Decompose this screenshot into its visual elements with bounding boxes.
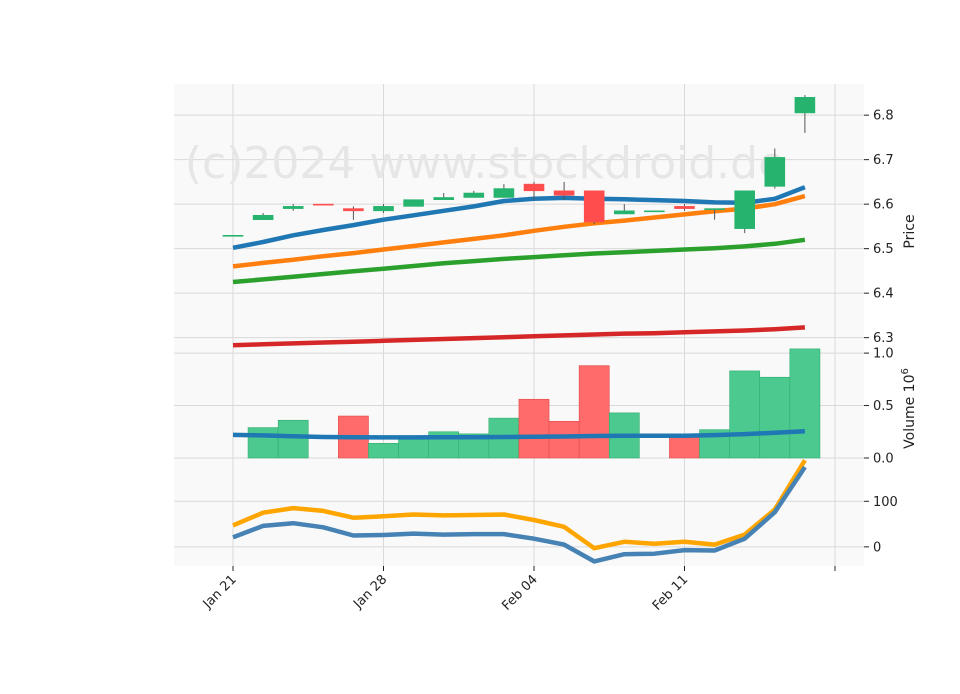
moving-average-line bbox=[232, 193, 806, 269]
oscillator-panel bbox=[174, 458, 864, 566]
volume-bar bbox=[759, 376, 791, 459]
candle-body bbox=[493, 188, 515, 198]
candle-body bbox=[312, 203, 334, 206]
x-tick-label: Jan 21 bbox=[200, 572, 240, 612]
candle-body bbox=[403, 199, 424, 207]
volume-axis-label: Volume 106 bbox=[900, 368, 918, 449]
candle-body bbox=[794, 97, 816, 114]
candle-body bbox=[463, 192, 485, 198]
candle-body bbox=[764, 157, 786, 187]
volume-bar bbox=[247, 427, 279, 459]
volume-bar bbox=[789, 348, 821, 459]
price-moving-averages bbox=[232, 185, 806, 348]
volume-bar bbox=[518, 398, 550, 459]
candle-body bbox=[373, 206, 394, 212]
price-tick-label: 6.7 bbox=[873, 153, 894, 168]
price-axis-label: Price bbox=[902, 214, 918, 248]
volume-bar bbox=[277, 419, 309, 459]
oscillator-tick-label: 100 bbox=[873, 495, 898, 510]
oscillator-lines bbox=[232, 459, 807, 564]
candle-body bbox=[433, 197, 455, 201]
volume-tick-label: 1.0 bbox=[873, 347, 894, 362]
volume-bar bbox=[368, 443, 399, 459]
volume-bar bbox=[398, 436, 429, 459]
price-tick-label: 6.4 bbox=[873, 287, 894, 302]
volume-bar bbox=[548, 420, 580, 459]
x-tick-label: Feb 04 bbox=[499, 572, 541, 614]
price-tick-label: 6.5 bbox=[873, 242, 894, 257]
candle-body bbox=[553, 190, 575, 196]
volume-tick-label: 0.0 bbox=[873, 452, 894, 467]
price-tick-label: 6.3 bbox=[873, 331, 894, 346]
volume-axis-exponent: 6 bbox=[900, 368, 911, 374]
volume-bar bbox=[729, 370, 761, 459]
oscillator-line bbox=[232, 459, 807, 551]
candle-body bbox=[704, 208, 725, 210]
moving-average-line bbox=[232, 325, 806, 348]
candlesticks bbox=[222, 95, 816, 237]
candle-body bbox=[222, 235, 244, 237]
price-tick-label: 6.8 bbox=[873, 109, 894, 124]
oscillator-tick-label: 0 bbox=[873, 540, 881, 555]
price-panel bbox=[174, 84, 864, 351]
volume-axis-label-text: Volume 10 bbox=[902, 375, 918, 449]
price-tick-label: 6.6 bbox=[873, 198, 894, 213]
candle-body bbox=[583, 190, 605, 223]
candle-body bbox=[523, 183, 545, 192]
candle-body bbox=[613, 210, 635, 215]
x-tick-label: Jan 28 bbox=[350, 572, 390, 612]
x-tick-label: Feb 11 bbox=[650, 572, 692, 614]
candle-body bbox=[252, 214, 274, 221]
candle-body bbox=[734, 190, 756, 229]
volume-ma-line bbox=[232, 429, 806, 440]
candle-body bbox=[644, 210, 665, 213]
candle-body bbox=[674, 206, 695, 209]
moving-average-line bbox=[232, 237, 806, 285]
moving-average-line bbox=[232, 185, 806, 251]
candle-body bbox=[282, 206, 304, 209]
candle-body bbox=[343, 208, 364, 212]
volume-moving-average bbox=[232, 429, 806, 440]
oscillator-line bbox=[232, 465, 807, 564]
watermark-text: (c)2024 www.stockdroid.de bbox=[185, 138, 785, 189]
volume-bar bbox=[578, 365, 610, 459]
volume-tick-label: 0.5 bbox=[873, 399, 894, 414]
